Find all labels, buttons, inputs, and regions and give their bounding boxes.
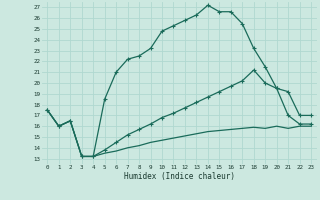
X-axis label: Humidex (Indice chaleur): Humidex (Indice chaleur)	[124, 172, 235, 181]
